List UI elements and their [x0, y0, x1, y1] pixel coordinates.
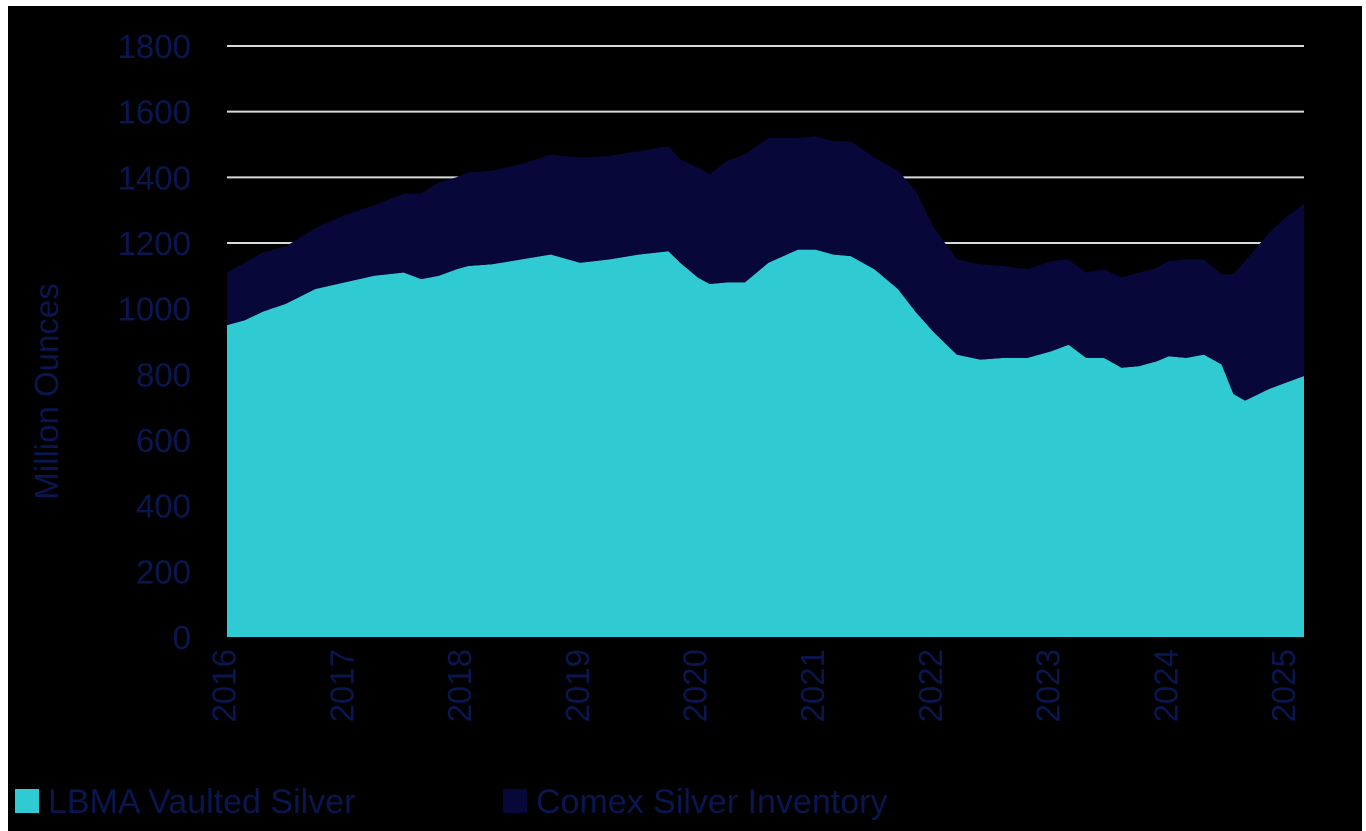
chart-frame: 0 200 400 600 800 1000 1200 1400 1600 1800 2016 20… — [8, 6, 1362, 831]
y-tick-1600: 1600 — [118, 94, 191, 131]
x-tick-2018: 2018 — [441, 649, 478, 722]
x-tick-2024: 2024 — [1147, 649, 1184, 722]
legend: LBMA Vaulted Silver Comex Silver Inventor… — [15, 783, 887, 821]
x-tick-2021: 2021 — [794, 649, 831, 722]
x-tick-2023: 2023 — [1030, 649, 1067, 722]
y-axis-title: Million Ounces — [28, 283, 65, 499]
y-tick-400: 400 — [136, 488, 191, 525]
y-tick-1000: 1000 — [118, 291, 191, 328]
legend-label-comex-silver-inventory: Comex Silver Inventory — [536, 783, 887, 821]
legend-label-lbma-vaulted-silver: LBMA Vaulted Silver — [48, 783, 355, 821]
area-lbma-vaulted-silver — [227, 249, 1304, 637]
y-axis-ticks: 0 200 400 600 800 1000 1200 1400 1600 1800 — [118, 28, 191, 656]
y-tick-1200: 1200 — [118, 225, 191, 262]
x-tick-2016: 2016 — [206, 649, 243, 722]
y-tick-0: 0 — [173, 619, 191, 656]
legend-swatch-lbma-vaulted-silver — [15, 789, 39, 813]
area-comex-silver-inventory — [227, 136, 1304, 401]
y-tick-800: 800 — [136, 356, 191, 393]
y-tick-1400: 1400 — [118, 159, 191, 196]
x-tick-2019: 2019 — [559, 649, 596, 722]
x-tick-2020: 2020 — [677, 649, 714, 722]
x-tick-2017: 2017 — [323, 649, 360, 722]
legend-swatch-comex-silver-inventory — [503, 789, 527, 813]
y-tick-1800: 1800 — [118, 28, 191, 65]
y-tick-200: 200 — [136, 553, 191, 590]
x-axis-ticks: 2016 2017 2018 2019 2020 2021 2022 2023 2024 2025 — [206, 649, 1302, 722]
x-tick-2022: 2022 — [912, 649, 949, 722]
y-tick-600: 600 — [136, 422, 191, 459]
area-series — [227, 136, 1304, 637]
x-tick-2025: 2025 — [1265, 649, 1302, 722]
